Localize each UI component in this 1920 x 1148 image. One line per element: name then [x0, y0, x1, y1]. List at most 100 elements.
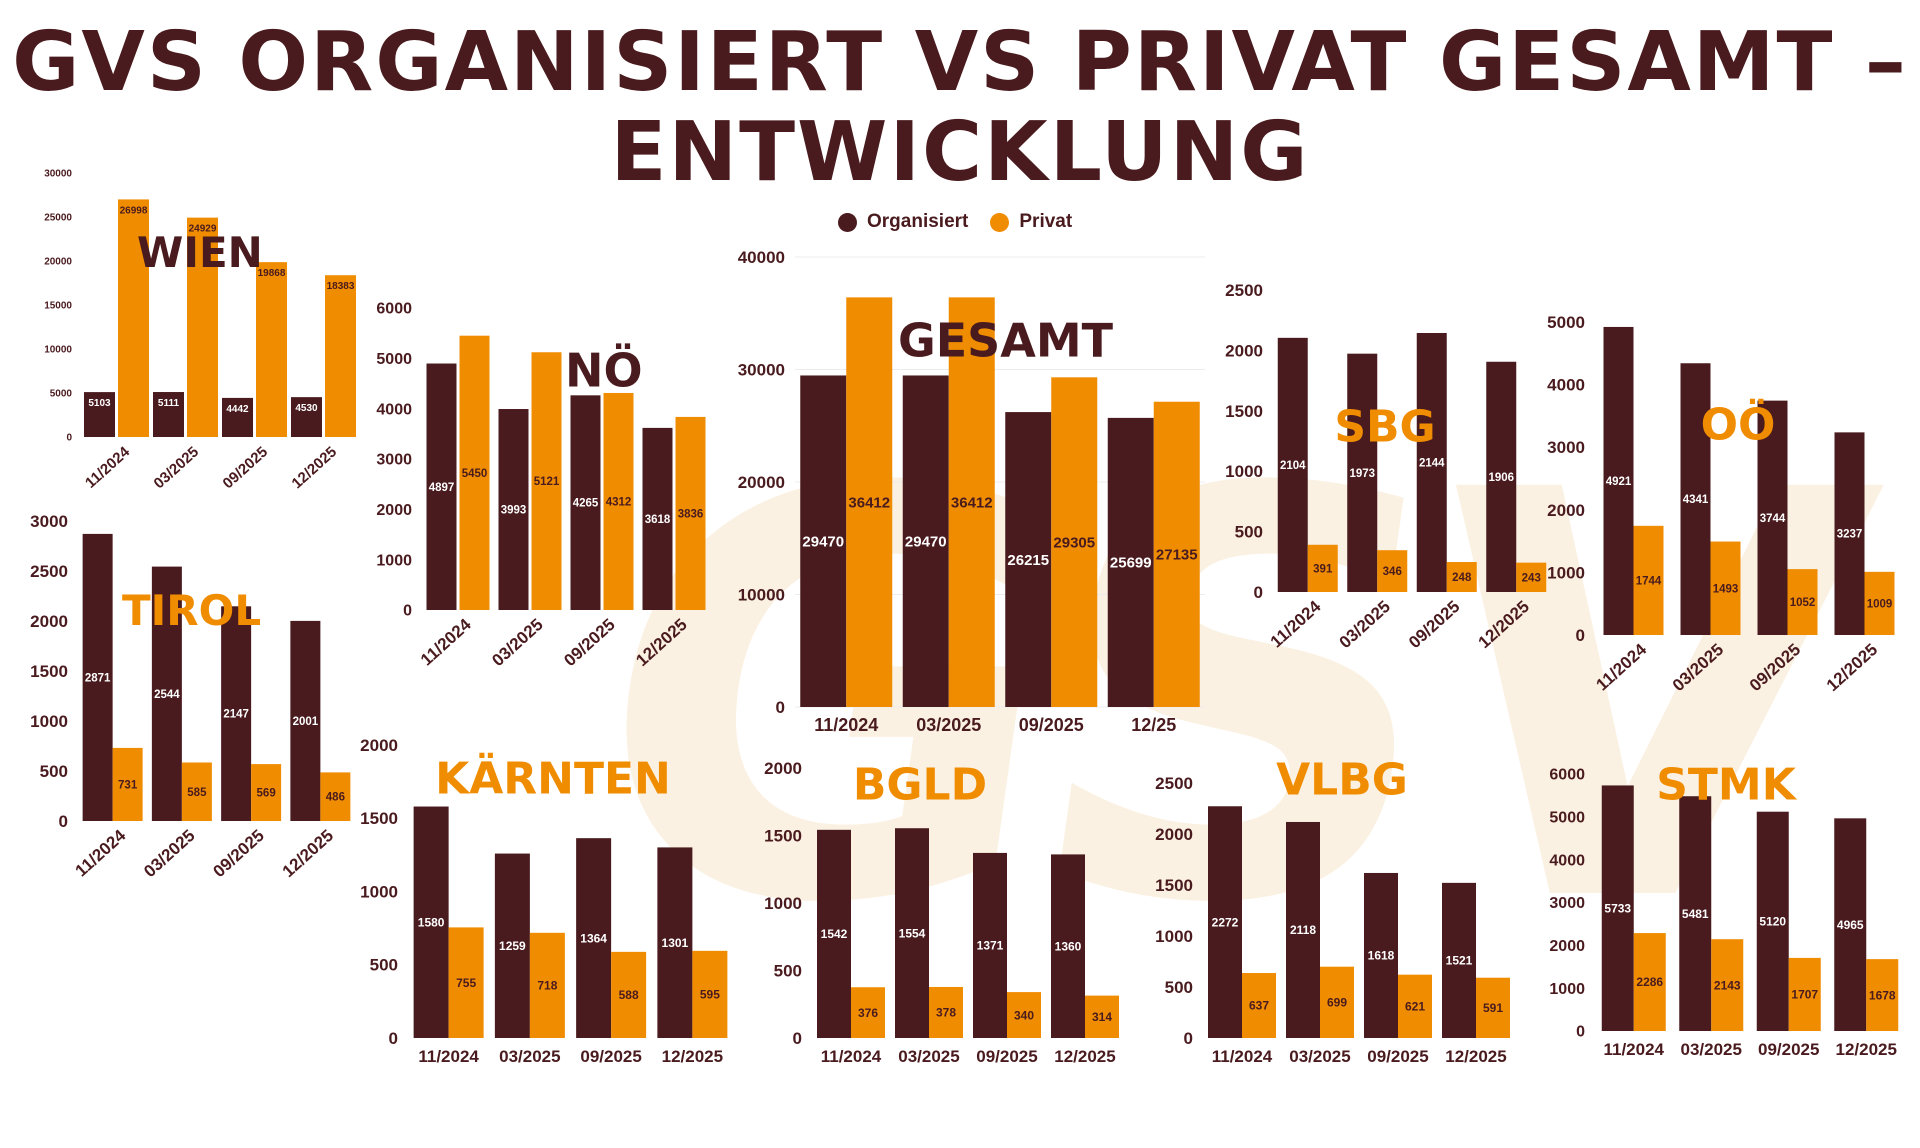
- chart-noe: 01000200030004000500060004897545011/2024…: [376, 301, 706, 670]
- bar-sbg-privat: [1446, 562, 1477, 592]
- x-tick-label-kaernten: 09/2025: [580, 1047, 641, 1066]
- y-tick-label-ooe: 4000: [1547, 376, 1585, 395]
- data-label-vlbg: 2118: [1290, 923, 1316, 937]
- y-tick-label-kaernten: 0: [389, 1029, 398, 1048]
- data-label-tirol: 2147: [223, 709, 249, 721]
- data-label-wien: 5111: [158, 398, 180, 409]
- y-tick-label-noe: 6000: [376, 301, 412, 318]
- bar-stmk-privat: [1788, 957, 1821, 1031]
- y-tick-label-bgld: 1000: [764, 894, 802, 913]
- bar-kaernten-organisiert: [494, 853, 530, 1038]
- y-tick-label-stmk: 1000: [1549, 981, 1585, 998]
- y-tick-label-gesamt: 10000: [738, 585, 785, 604]
- data-label-noe: 3836: [678, 508, 704, 520]
- data-label-ooe: 1493: [1713, 583, 1739, 595]
- x-tick-label-vlbg: 11/2024: [1212, 1047, 1273, 1066]
- bar-ooe-privat: [1710, 541, 1741, 635]
- data-label-vlbg: 699: [1327, 996, 1347, 1010]
- bar-noe-privat: [459, 335, 490, 610]
- data-label-wien: 24929: [189, 224, 217, 235]
- data-label-stmk: 2143: [1714, 978, 1741, 992]
- x-tick-label-stmk: 11/2024: [1603, 1040, 1664, 1059]
- y-tick-label-sbg: 500: [1235, 523, 1263, 542]
- y-tick-label-stmk: 2000: [1549, 938, 1585, 955]
- bar-wien-privat: [187, 217, 218, 437]
- data-label-sbg: 243: [1522, 572, 1541, 584]
- x-tick-label-vlbg: 03/2025: [1289, 1047, 1350, 1066]
- bar-bgld-privat: [1085, 995, 1119, 1038]
- bar-sbg-organisiert: [1486, 361, 1517, 592]
- data-label-wien: 4530: [295, 403, 318, 414]
- bar-wien-organisiert: [291, 397, 322, 437]
- bar-sbg-organisiert: [1416, 333, 1447, 592]
- y-tick-label-bgld: 500: [774, 961, 802, 980]
- bar-ooe-privat: [1633, 525, 1664, 635]
- main-title: GVS ORGANISIERT VS PRIVAT GESAMT – ENTWI…: [0, 18, 1920, 198]
- panel-title-kaernten: KÄRNTEN: [435, 752, 671, 805]
- data-label-wien: 18383: [327, 281, 355, 292]
- data-label-ooe: 3744: [1760, 513, 1786, 525]
- bar-vlbg-organisiert: [1442, 882, 1476, 1038]
- y-tick-label-tirol: 1500: [30, 662, 68, 681]
- data-label-noe: 3618: [645, 514, 671, 526]
- x-tick-label-sbg: 11/2024: [1267, 596, 1325, 651]
- x-tick-label-bgld: 11/2024: [821, 1047, 882, 1066]
- data-label-bgld: 1360: [1055, 939, 1082, 953]
- data-label-bgld: 376: [858, 1006, 878, 1020]
- x-tick-label-tirol: 03/2025: [140, 826, 198, 881]
- bar-tirol-organisiert: [82, 533, 113, 821]
- bar-stmk-privat: [1866, 959, 1899, 1031]
- plot-area-kaernten: 0 500 1000 1500 2000 1580 755 11/2024 1259 718 03/…: [360, 736, 728, 1066]
- data-label-sbg: 346: [1383, 566, 1402, 578]
- y-tick-label-sbg: 1000: [1225, 462, 1263, 481]
- data-label-ooe: 4921: [1606, 476, 1632, 488]
- bar-stmk-privat: [1711, 939, 1744, 1031]
- bar-kaernten-organisiert: [413, 806, 449, 1038]
- chart-tirol: 0 500 1000 1500 2000 2500 3000 2871 731 11/2024 25…: [30, 512, 351, 881]
- x-tick-label-gesamt: 12/25: [1131, 715, 1176, 735]
- data-label-tirol: 569: [257, 788, 276, 800]
- data-label-vlbg: 2272: [1212, 915, 1239, 929]
- data-label-sbg: 1906: [1488, 472, 1514, 484]
- bar-kaernten-privat: [448, 927, 484, 1038]
- y-tick-label-wien: 5000: [50, 389, 73, 400]
- bar-sbg-organisiert: [1347, 353, 1378, 592]
- x-tick-label-tirol: 11/2024: [72, 825, 130, 880]
- bar-stmk-organisiert: [1601, 785, 1634, 1031]
- data-label-vlbg: 637: [1249, 999, 1269, 1013]
- chart-wien: 0 5000 10000 15000 20000 25000 30000 5103 26998 1…: [44, 169, 356, 492]
- bar-vlbg-privat: [1476, 977, 1510, 1038]
- chart-gesamt: 0 10000 20000 30000 40000 29470 36412 11/2024 29…: [738, 248, 1205, 735]
- legend-item-organisiert: Organisiert: [838, 211, 968, 233]
- legend-swatch-organisiert: [838, 212, 857, 232]
- bar-wien-privat: [118, 199, 149, 437]
- bar-tirol-privat: [320, 772, 351, 821]
- data-label-gesamt: 29305: [1053, 534, 1095, 551]
- data-label-kaernten: 718: [537, 979, 557, 993]
- y-tick-label-gesamt: 20000: [738, 473, 785, 492]
- x-tick-label-bgld: 03/2025: [898, 1047, 959, 1066]
- bar-gesamt-organisiert: [902, 375, 949, 707]
- y-tick-label-sbg: 2500: [1225, 281, 1263, 300]
- data-label-wien: 26998: [120, 205, 148, 216]
- data-label-kaernten: 1580: [418, 915, 445, 929]
- chart-vlbg: 0 500 1000 1500 2000 2500 2272 637 11/2024 2118 69…: [1155, 755, 1510, 1066]
- bar-stmk-organisiert: [1756, 811, 1789, 1031]
- bar-wien-organisiert: [153, 392, 184, 437]
- bar-ooe-organisiert: [1680, 363, 1711, 635]
- bar-wien-privat: [325, 275, 356, 437]
- plot-area-ooe: 0100020003000400050004921174411/20244341…: [1547, 313, 1895, 695]
- bar-stmk-privat: [1633, 933, 1666, 1031]
- data-label-gesamt: 29470: [802, 533, 844, 550]
- panel-title-gesamt: GESAMT: [898, 313, 1114, 367]
- data-label-stmk: 5733: [1604, 901, 1631, 915]
- panel-title-noe: NÖ: [565, 343, 643, 397]
- bar-sbg-privat: [1516, 562, 1547, 592]
- data-label-gesamt: 36412: [951, 494, 993, 511]
- plot-area-bgld: 0 500 1000 1500 2000 1542 376 11/2024 1554 378 03/…: [764, 759, 1119, 1066]
- bar-kaernten-organisiert: [657, 847, 693, 1038]
- data-label-vlbg: 1521: [1446, 954, 1473, 968]
- data-label-stmk: 4965: [1837, 918, 1864, 932]
- y-tick-label-kaernten: 1000: [360, 882, 398, 901]
- bar-bgld-privat: [851, 987, 885, 1038]
